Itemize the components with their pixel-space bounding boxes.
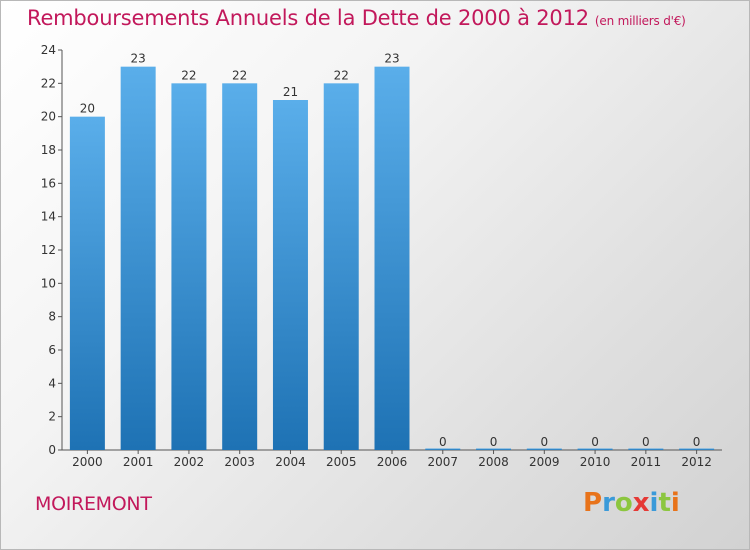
x-tick-label: 2004 bbox=[275, 455, 306, 469]
y-tick-label: 18 bbox=[41, 143, 56, 157]
bar bbox=[679, 448, 715, 450]
commune-name: MOIREMONT bbox=[35, 493, 152, 515]
data-label: 23 bbox=[131, 52, 146, 66]
logo-letter: r bbox=[602, 488, 615, 518]
bar bbox=[628, 448, 664, 450]
logo-letter: t bbox=[658, 488, 671, 518]
bars bbox=[69, 66, 715, 451]
logo-letter: x bbox=[632, 488, 650, 518]
logo-letter: i bbox=[649, 488, 659, 518]
x-tick-label: 2001 bbox=[123, 455, 154, 469]
data-label: 0 bbox=[693, 435, 701, 449]
y-tick-label: 22 bbox=[41, 76, 56, 90]
bar bbox=[120, 66, 156, 451]
data-label: 22 bbox=[232, 68, 247, 82]
x-tick-label: 2009 bbox=[529, 455, 560, 469]
data-label: 0 bbox=[642, 435, 650, 449]
x-tick-label: 2005 bbox=[326, 455, 357, 469]
x-tick-label: 2000 bbox=[72, 455, 103, 469]
bar bbox=[222, 83, 258, 450]
y-tick-label: 4 bbox=[48, 376, 56, 390]
y-tick-label: 8 bbox=[48, 310, 56, 324]
x-tick-label: 2012 bbox=[681, 455, 712, 469]
x-tick-label: 2010 bbox=[580, 455, 611, 469]
data-label: 0 bbox=[540, 435, 548, 449]
data-label: 0 bbox=[439, 435, 447, 449]
data-label: 0 bbox=[490, 435, 498, 449]
bar bbox=[171, 83, 207, 450]
y-tick-label: 12 bbox=[41, 243, 56, 257]
bar bbox=[323, 83, 359, 450]
data-label: 23 bbox=[384, 52, 399, 66]
subtitle-text: (en milliers d'€) bbox=[594, 14, 686, 28]
logo-letter: o bbox=[614, 488, 633, 518]
title-text: Remboursements Annuels de la Dette de 20… bbox=[27, 6, 589, 30]
bar bbox=[374, 66, 410, 451]
y-tick-label: 6 bbox=[48, 343, 56, 357]
bar bbox=[476, 448, 512, 450]
y-tick-label: 16 bbox=[41, 176, 56, 190]
y-tick-label: 20 bbox=[41, 110, 56, 124]
data-label: 22 bbox=[181, 68, 196, 82]
data-labels: 20 23 22 22 21 22 23 0 0 0 0 0 0 bbox=[80, 52, 701, 449]
x-tick-label: 2002 bbox=[174, 455, 205, 469]
data-label: 20 bbox=[80, 102, 95, 116]
x-tick-label: 2007 bbox=[427, 455, 458, 469]
bar bbox=[272, 100, 308, 450]
x-tick-label: 2003 bbox=[224, 455, 255, 469]
y-tick-label: 0 bbox=[48, 443, 56, 457]
logo-letter: i bbox=[670, 488, 680, 518]
data-label: 22 bbox=[334, 68, 349, 82]
chart-title: Remboursements Annuels de la Dette de 20… bbox=[27, 6, 686, 30]
x-tick-label: 2008 bbox=[478, 455, 509, 469]
bar bbox=[526, 448, 562, 450]
data-label: 0 bbox=[591, 435, 599, 449]
y-tick-label: 14 bbox=[41, 210, 56, 224]
bar bbox=[425, 448, 461, 450]
data-label: 21 bbox=[283, 85, 298, 99]
proxiti-logo[interactable]: Proxiti bbox=[583, 488, 680, 518]
bar bbox=[577, 448, 613, 450]
bar bbox=[69, 116, 105, 451]
y-tick-label: 24 bbox=[41, 43, 56, 57]
x-tick-label: 2006 bbox=[377, 455, 408, 469]
y-tick-label: 10 bbox=[41, 276, 56, 290]
x-tick-label: 2011 bbox=[631, 455, 662, 469]
y-tick-label: 2 bbox=[48, 410, 56, 424]
logo-letter: P bbox=[583, 488, 603, 518]
